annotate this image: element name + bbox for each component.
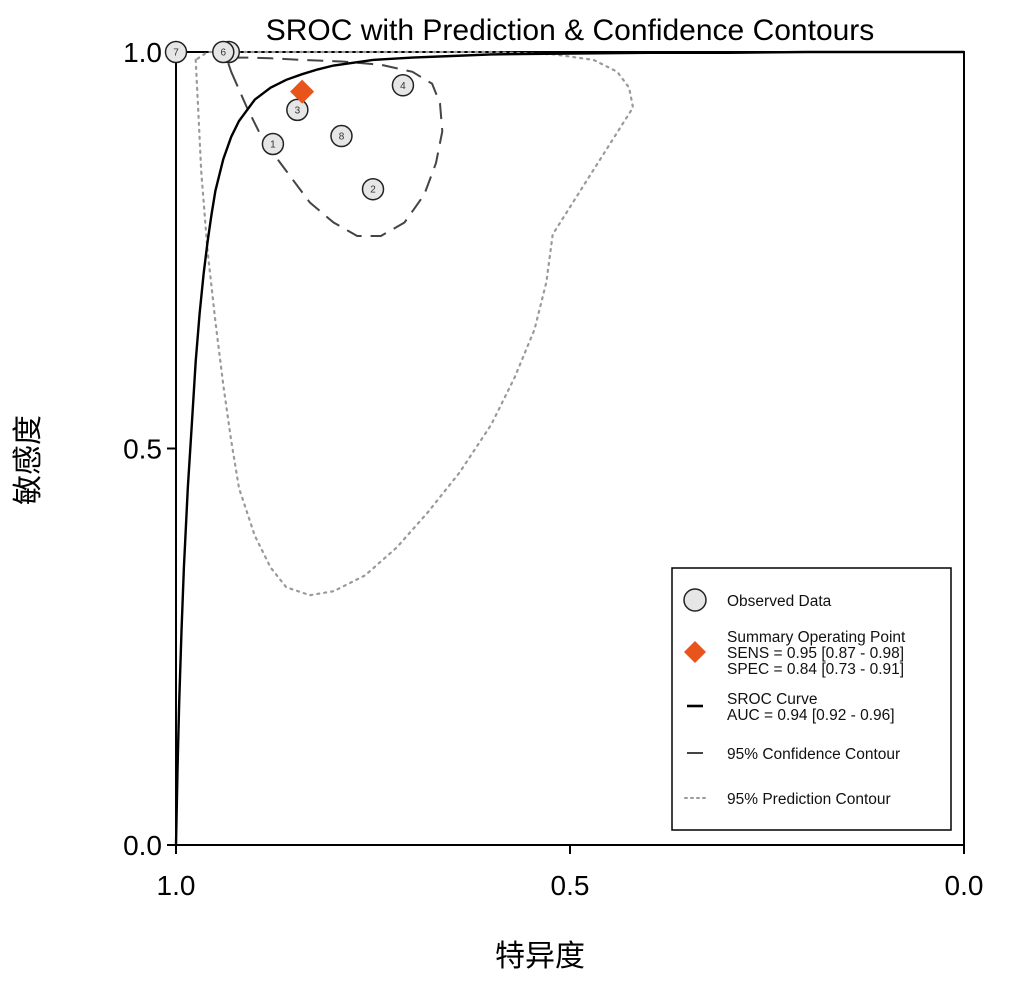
- legend-text: SPEC = 0.84 [0.73 - 0.91]: [727, 661, 904, 678]
- legend-text: 95% Confidence Contour: [727, 746, 900, 763]
- legend-text: SENS = 0.95 [0.87 - 0.98]: [727, 645, 904, 662]
- y-tick-label: 0.5: [123, 434, 162, 465]
- x-axis-label: 特异度: [495, 939, 585, 974]
- prediction-contour: [194, 50, 635, 597]
- legend-item-confidence: 95% Confidence Contour: [687, 746, 900, 763]
- observed-point-label: 7: [173, 48, 179, 59]
- summary-operating-point: [290, 79, 315, 104]
- observed-point-2: 2: [361, 177, 385, 201]
- observed-point-marker: [391, 74, 415, 97]
- y-axis-label: 敏感度: [11, 415, 46, 505]
- y-tick-label: 0.0: [123, 830, 162, 861]
- observed-point-marker: [164, 40, 188, 64]
- legend-text: 95% Prediction Contour: [727, 791, 891, 808]
- legend-box: [671, 567, 952, 831]
- observed-point-8: 8: [330, 124, 353, 148]
- legend: Observed Data Summary Operating PointSENS…: [671, 567, 952, 831]
- observed-point-label: 4: [400, 81, 406, 92]
- observed-point-6: 6: [212, 40, 235, 64]
- x-tick-label: 1.0: [157, 870, 196, 901]
- legend-item-prediction: 95% Prediction Contour: [684, 791, 891, 808]
- observed-point-marker: [212, 40, 235, 64]
- observed-point-4: 4: [391, 74, 415, 97]
- legend-text: Summary Operating Point: [727, 629, 906, 646]
- legend-text: SROC Curve: [727, 691, 817, 708]
- axis-ticks: 1.0 0.5 0.0 0.0 0.5 1.0: [123, 37, 983, 901]
- sroc-curve: [174, 50, 964, 846]
- contours-layer: [174, 50, 964, 846]
- confidence-contour: [225, 56, 444, 237]
- y-tick-label: 1.0: [123, 37, 162, 68]
- legend-text: Observed Data: [727, 593, 832, 610]
- observed-point-marker: [286, 98, 309, 122]
- chart-title: SROC with Prediction & Confidence Contou…: [266, 14, 875, 47]
- observed-point-label: 3: [295, 105, 301, 116]
- observed-point-label: 8: [339, 132, 345, 143]
- x-tick-label: 0.0: [945, 870, 984, 901]
- points-layer: 12345678: [164, 40, 415, 201]
- observed-point-7: 7: [164, 40, 188, 64]
- observed-point-1: 1: [261, 132, 285, 156]
- observed-point-label: 1: [270, 139, 276, 150]
- legend-item-observed: Observed Data: [683, 588, 832, 612]
- legend-summary-icon: [684, 641, 706, 663]
- observed-point-marker: [261, 132, 285, 156]
- observed-point-label: 6: [220, 48, 226, 59]
- observed-point-3: 3: [286, 98, 309, 122]
- observed-point-label: 2: [370, 185, 376, 196]
- observed-point-marker: [330, 124, 353, 148]
- x-tick-label: 0.5: [551, 870, 590, 901]
- legend-observed-icon: [683, 588, 707, 612]
- observed-point-marker: [361, 177, 385, 201]
- legend-text: AUC = 0.94 [0.92 - 0.96]: [727, 707, 895, 724]
